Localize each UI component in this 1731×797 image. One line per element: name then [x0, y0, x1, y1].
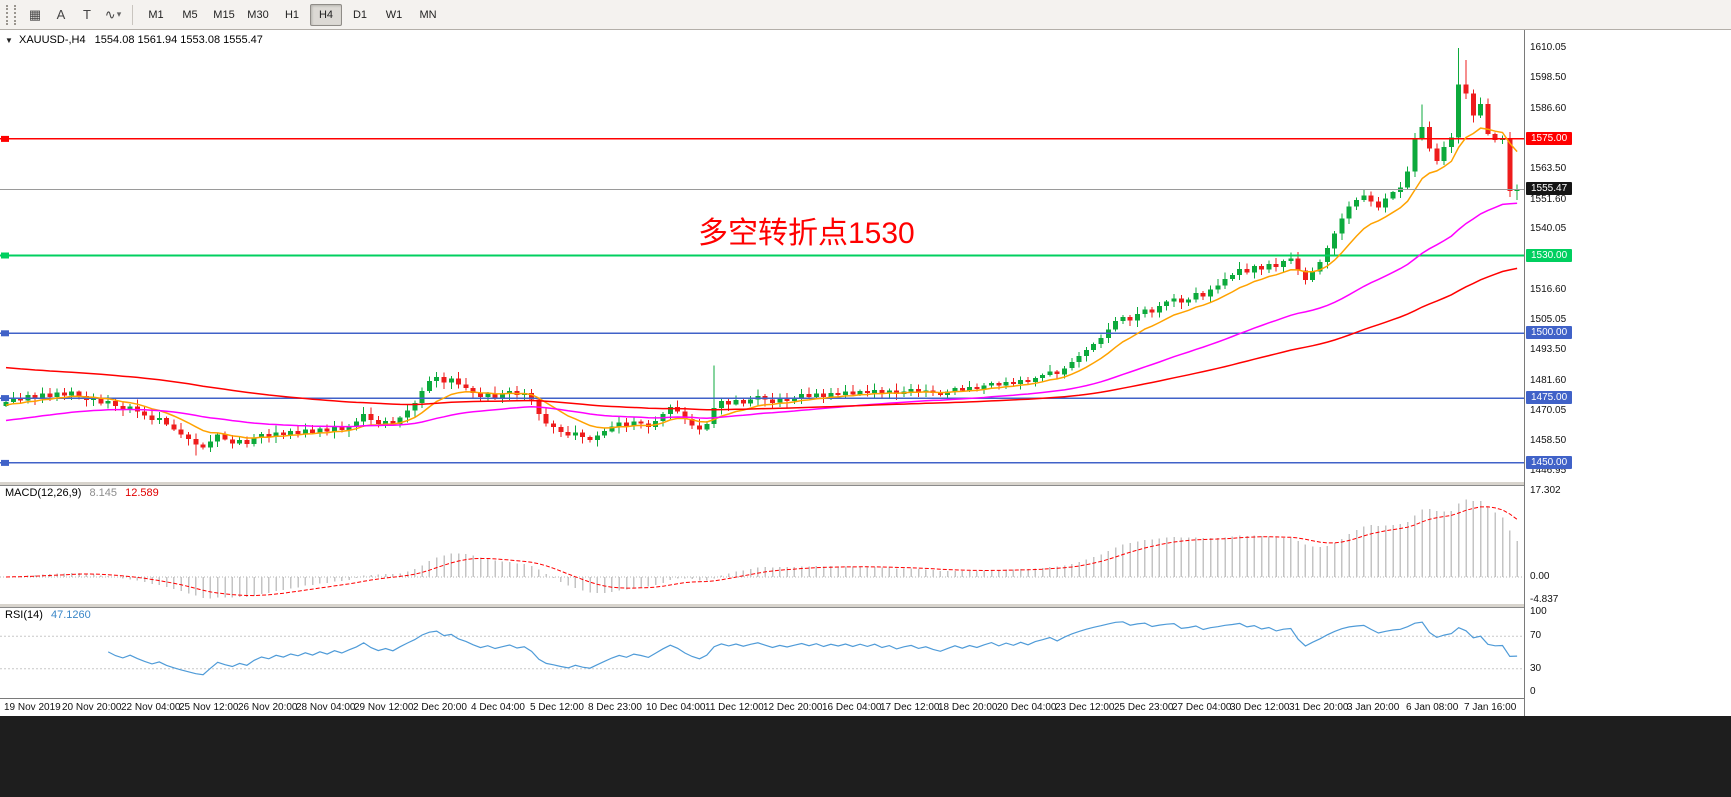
time-axis-label: 26 Nov 20:00	[238, 702, 298, 713]
macd-axis-min: -4.837	[1530, 594, 1559, 605]
rsi-axis-30: 30	[1530, 663, 1542, 674]
price-axis-tick: 1586.60	[1530, 103, 1567, 114]
price-axis-tick: 1505.05	[1530, 314, 1567, 325]
dropdown-caret-icon: ▾	[116, 9, 122, 19]
time-axis-label: 4 Dec 04:00	[471, 702, 525, 713]
time-axis-label: 8 Dec 23:00	[588, 702, 642, 713]
bottom-taskbar	[0, 716, 1731, 797]
price-axis-tick: 1470.05	[1530, 405, 1567, 416]
pane-separator[interactable]	[0, 603, 1731, 608]
font-tool-icon: A	[56, 7, 66, 22]
time-axis-label: 16 Dec 04:00	[822, 702, 882, 713]
time-axis-label: 23 Dec 12:00	[1055, 702, 1115, 713]
time-axis-label: 19 Nov 2019	[4, 702, 61, 713]
time-axis-label: 31 Dec 20:00	[1289, 702, 1349, 713]
time-axis-label: 7 Jan 16:00	[1464, 702, 1517, 713]
price-pane[interactable]: ▼ XAUUSD-,H4 1554.08 1561.94 1553.08 155…	[0, 30, 1524, 481]
time-axis-label: 25 Nov 12:00	[179, 702, 239, 713]
rsi-axis-70: 70	[1530, 630, 1542, 641]
indicator-tool-icon: ∿	[104, 6, 116, 22]
timeframe-button-w1[interactable]: W1	[385, 8, 403, 21]
grid-icon[interactable]: ▦	[22, 3, 48, 27]
timeframe-button-m1[interactable]: M1	[148, 8, 164, 21]
price-axis-tick: 1540.05	[1530, 223, 1567, 234]
timeframe-button-group: M1 M5 M15 M30 H1 H4 D1 W1 MN	[139, 3, 445, 26]
time-axis-label: 5 Dec 12:00	[530, 702, 584, 713]
rsi-axis-0: 0	[1530, 686, 1536, 697]
rsi-label: RSI(14) 47.1260	[5, 609, 91, 621]
timeframe-button-d1[interactable]: D1	[352, 8, 368, 21]
price-level-badge: 1575.00	[1526, 132, 1573, 145]
timeframe-button-m15[interactable]: M15	[213, 8, 235, 21]
price-axis-tick: 1598.50	[1530, 72, 1567, 83]
rsi-value: 47.1260	[50, 609, 91, 621]
time-axis-label: 20 Nov 20:00	[62, 702, 122, 713]
time-axis-label: 18 Dec 20:00	[938, 702, 998, 713]
macd-name: MACD(12,26,9)	[5, 487, 82, 499]
toolbar-grip[interactable]	[6, 4, 16, 25]
price-axis-tick: 1481.60	[1530, 375, 1567, 386]
time-axis-label: 2 Dec 20:00	[413, 702, 467, 713]
symbol-timeframe-label: XAUUSD-,H4	[18, 34, 86, 46]
time-axis-label: 20 Dec 04:00	[997, 702, 1057, 713]
timeframe-button-h1[interactable]: H1	[284, 8, 300, 21]
timeframe-button-m30[interactable]: M30	[247, 8, 269, 21]
timeframe-button-h4[interactable]: H4	[310, 3, 342, 26]
pane-separator[interactable]	[0, 481, 1731, 486]
time-axis[interactable]: 19 Nov 2019 20 Nov 20:00 22 Nov 04:00 25 No…	[0, 698, 1524, 716]
macd-axis-zero: 0.00	[1530, 571, 1550, 582]
price-axis-tick: 1446.95	[1530, 465, 1567, 476]
time-axis-label: 6 Jan 08:00	[1406, 702, 1459, 713]
toolbar-separator	[132, 4, 133, 25]
price-level-badge: 1475.00	[1526, 391, 1573, 404]
timeframe-button-mn[interactable]: MN	[419, 8, 437, 21]
time-axis-label: 29 Nov 12:00	[354, 702, 414, 713]
price-axis-tick: 1551.60	[1530, 194, 1567, 205]
price-axis-tick: 1516.60	[1530, 284, 1567, 295]
time-axis-label: 12 Dec 20:00	[763, 702, 823, 713]
price-axis[interactable]: 17.302 0.00 -4.837 100 70 30 0 1610.05 15…	[1524, 30, 1731, 716]
price-axis-tick: 1563.50	[1530, 163, 1567, 174]
ohlc-values: 1554.08 1561.94 1553.08 1555.47	[94, 34, 263, 46]
time-axis-label: 11 Dec 12:00	[705, 702, 764, 713]
time-axis-label: 10 Dec 04:00	[646, 702, 706, 713]
indicators-button[interactable]: ∿ ▾	[100, 3, 126, 27]
chart-window: ▼ XAUUSD-,H4 1554.08 1561.94 1553.08 155…	[0, 30, 1731, 716]
time-axis-label: 22 Nov 04:00	[121, 702, 181, 713]
macd-plot[interactable]	[0, 484, 1524, 603]
macd-main-value: 8.145	[89, 487, 118, 499]
chart-annotation-text[interactable]: 多空转折点1530	[698, 217, 915, 250]
macd-signal-value: 12.589	[125, 487, 159, 499]
time-axis-label: 17 Dec 12:00	[880, 702, 940, 713]
collapse-triangle-icon[interactable]: ▼	[5, 36, 13, 45]
font-tool-button[interactable]: A	[48, 3, 74, 27]
macd-axis-max: 17.302	[1530, 485, 1561, 496]
rsi-pane[interactable]: RSI(14) 47.1260	[0, 606, 1524, 698]
price-level-badge: 1450.00	[1526, 456, 1573, 469]
price-axis-tick: 1610.05	[1530, 42, 1567, 53]
grid-icon-glyph: ▦	[28, 6, 42, 22]
time-axis-label: 25 Dec 23:00	[1114, 702, 1174, 713]
rsi-name: RSI(14)	[5, 609, 43, 621]
top-toolbar: ▦ A T ∿ ▾ M1 M5 M15 M30 H1 H4 D1 W1 MN	[0, 0, 1731, 30]
rsi-plot[interactable]	[0, 606, 1524, 698]
time-axis-label: 27 Dec 04:00	[1172, 702, 1232, 713]
rsi-axis-100: 100	[1530, 606, 1547, 617]
time-axis-label: 3 Jan 20:00	[1347, 702, 1400, 713]
time-axis-label: 30 Dec 12:00	[1230, 702, 1290, 713]
price-axis-tick: 1458.50	[1530, 435, 1567, 446]
price-level-badge: 1530.00	[1526, 249, 1573, 262]
price-level-badge: 1555.47	[1526, 182, 1573, 195]
time-axis-label: 28 Nov 04:00	[296, 702, 356, 713]
price-axis-tick: 1493.50	[1530, 344, 1567, 355]
price-level-badge: 1500.00	[1526, 326, 1573, 339]
candlestick-plot[interactable]	[0, 30, 1524, 481]
macd-label: MACD(12,26,9) 8.145 12.589	[5, 487, 159, 499]
text-tool-button[interactable]: T	[74, 3, 100, 27]
timeframe-button-m5[interactable]: M5	[182, 8, 198, 21]
chart-title: ▼ XAUUSD-,H4 1554.08 1561.94 1553.08 155…	[5, 34, 263, 46]
text-tool-icon: T	[83, 7, 91, 22]
macd-pane[interactable]: MACD(12,26,9) 8.145 12.589	[0, 484, 1524, 603]
